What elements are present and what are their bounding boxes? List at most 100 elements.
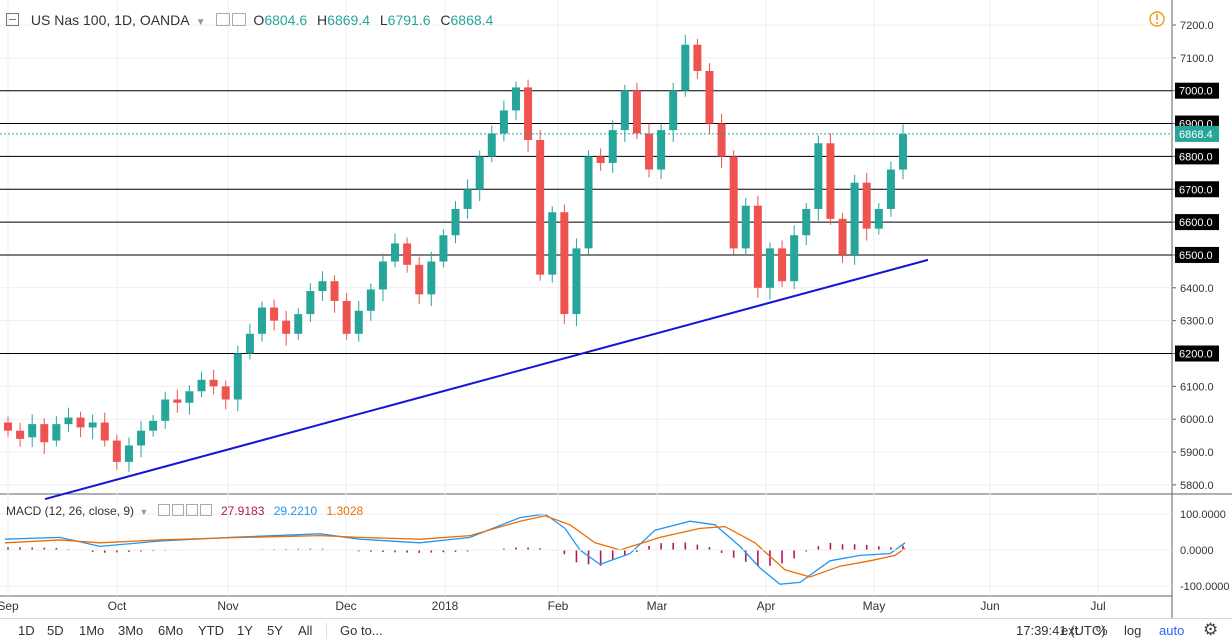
low-value: 6791.6 [387, 12, 431, 28]
trendline[interactable] [44, 258, 929, 501]
candle-body [741, 205, 750, 249]
time-label: 2018 [432, 599, 459, 613]
price-level-badge [1175, 246, 1219, 263]
candle-body [439, 235, 448, 262]
symbol-legend: US Nas 100, 1D, OANDA ▼ O6804.6 H6869.4 … [6, 12, 493, 29]
candle-body [28, 424, 37, 438]
price-tick: 6500.0 [1179, 250, 1213, 262]
macd-dropdown-icon[interactable]: ▼ [139, 507, 149, 517]
legend-buttons[interactable] [215, 13, 246, 29]
candle-body [778, 248, 787, 282]
clock[interactable]: 17:39:41 (UTC) [1016, 623, 1106, 638]
candle-series [4, 34, 907, 472]
macd-value-hist: 27.9183 [221, 504, 265, 518]
time-label: Sep [0, 599, 19, 613]
macd-value-signal: 1.3028 [326, 504, 364, 518]
candle-body [294, 314, 303, 334]
macd-close-icon[interactable] [185, 504, 198, 516]
range-3mo[interactable]: 3Mo [118, 623, 144, 638]
candle-body [753, 205, 762, 288]
log-toggle[interactable]: log [1124, 623, 1142, 638]
price-tick: 7100.0 [1180, 53, 1214, 65]
price-tick: 6100.0 [1180, 381, 1214, 393]
open-value: 6804.6 [264, 12, 308, 28]
range-6mo[interactable]: 6Mo [158, 623, 184, 638]
macd-buttons[interactable] [157, 504, 212, 519]
signal-line [4, 515, 906, 578]
range-1y[interactable]: 1Y [237, 623, 253, 638]
candle-body [584, 156, 593, 249]
price-tick: 6700.0 [1179, 184, 1213, 196]
macd-eye-icon[interactable] [157, 504, 170, 516]
candle-body [596, 156, 605, 163]
macd-axis[interactable]: 100.0000 0.0000 -100.0000 [0, 509, 1230, 593]
candle-body [427, 261, 436, 295]
candle-body [173, 399, 182, 403]
bottom-toolbar: 1D 5D 1Mo 3Mo 6Mo YTD 1Y 5Y All Go to...… [0, 618, 1232, 643]
candle-body [16, 430, 25, 439]
candle-body [76, 417, 85, 428]
candle-body [112, 440, 121, 462]
candle-body [499, 110, 508, 134]
macd-value-macd: 29.2210 [273, 504, 318, 518]
percent-toggle[interactable]: % [1096, 623, 1108, 638]
range-1d[interactable]: 1D [18, 623, 35, 638]
range-ytd[interactable]: YTD [198, 623, 224, 638]
candle-body [802, 208, 811, 236]
macd-settings-icon[interactable] [171, 504, 184, 516]
time-label: Feb [548, 599, 569, 613]
candle-body [572, 248, 581, 315]
range-1mo[interactable]: 1Mo [79, 623, 105, 638]
macd-tick: 100.0000 [1180, 509, 1226, 521]
alert-icon[interactable] [1149, 11, 1165, 27]
candle-body [620, 90, 629, 131]
candle-body [40, 424, 49, 443]
macd-title[interactable]: MACD (12, 26, close, 9) [6, 504, 135, 518]
candle-body [560, 212, 569, 315]
candle-body [511, 87, 520, 111]
settings-small-icon[interactable] [231, 13, 246, 26]
price-level-badge [1175, 214, 1219, 231]
range-all[interactable]: All [298, 623, 313, 638]
collapse-icon[interactable] [6, 13, 19, 26]
candle-body [536, 139, 545, 275]
range-5d[interactable]: 5D [47, 623, 64, 638]
candle-body [197, 379, 206, 392]
candle-body [257, 307, 266, 334]
candle-body [838, 218, 847, 255]
symbol-title[interactable]: US Nas 100, 1D, OANDA [30, 12, 189, 28]
macd-more-icon[interactable] [199, 504, 212, 516]
price-axis[interactable]: 7200.07100.07000.06900.06800.06700.06600… [1172, 20, 1219, 492]
price-tick: 7000.0 [1179, 86, 1213, 98]
time-axis[interactable]: Sep Oct Nov Dec 2018 Feb Mar Apr May Jun Jul [0, 599, 1106, 613]
candle-body [221, 386, 230, 400]
candle-body [826, 143, 835, 219]
candle-body [306, 291, 315, 315]
gear-icon[interactable]: ⚙ [1203, 620, 1219, 639]
last-price-label: 6868.4 [1179, 129, 1213, 141]
candle-body [270, 307, 279, 321]
goto-button[interactable]: Go to... [340, 623, 383, 638]
close-value: 6868.4 [450, 12, 494, 28]
ext-toggle[interactable]: ext [1061, 623, 1079, 638]
price-level-badge [1175, 345, 1219, 362]
candle-body [403, 243, 412, 265]
candle-body [765, 248, 774, 288]
candle-body [52, 424, 61, 441]
time-label: May [863, 599, 886, 613]
last-price-badge [1175, 125, 1219, 142]
eye-icon[interactable] [215, 13, 230, 26]
chart-canvas[interactable]: 7200.07100.07000.06900.06800.06700.06600… [0, 0, 1232, 618]
auto-toggle[interactable]: auto [1159, 623, 1185, 638]
candle-body [608, 130, 617, 163]
candle-body [88, 422, 97, 428]
candle-body [391, 243, 400, 262]
range-5y[interactable]: 5Y [267, 623, 283, 638]
candle-body [378, 261, 387, 290]
high-label: H [317, 12, 328, 28]
price-level-badge [1175, 148, 1219, 165]
candle-body [282, 320, 291, 334]
candle-body [124, 445, 133, 462]
symbol-dropdown-icon[interactable]: ▼ [195, 17, 206, 28]
